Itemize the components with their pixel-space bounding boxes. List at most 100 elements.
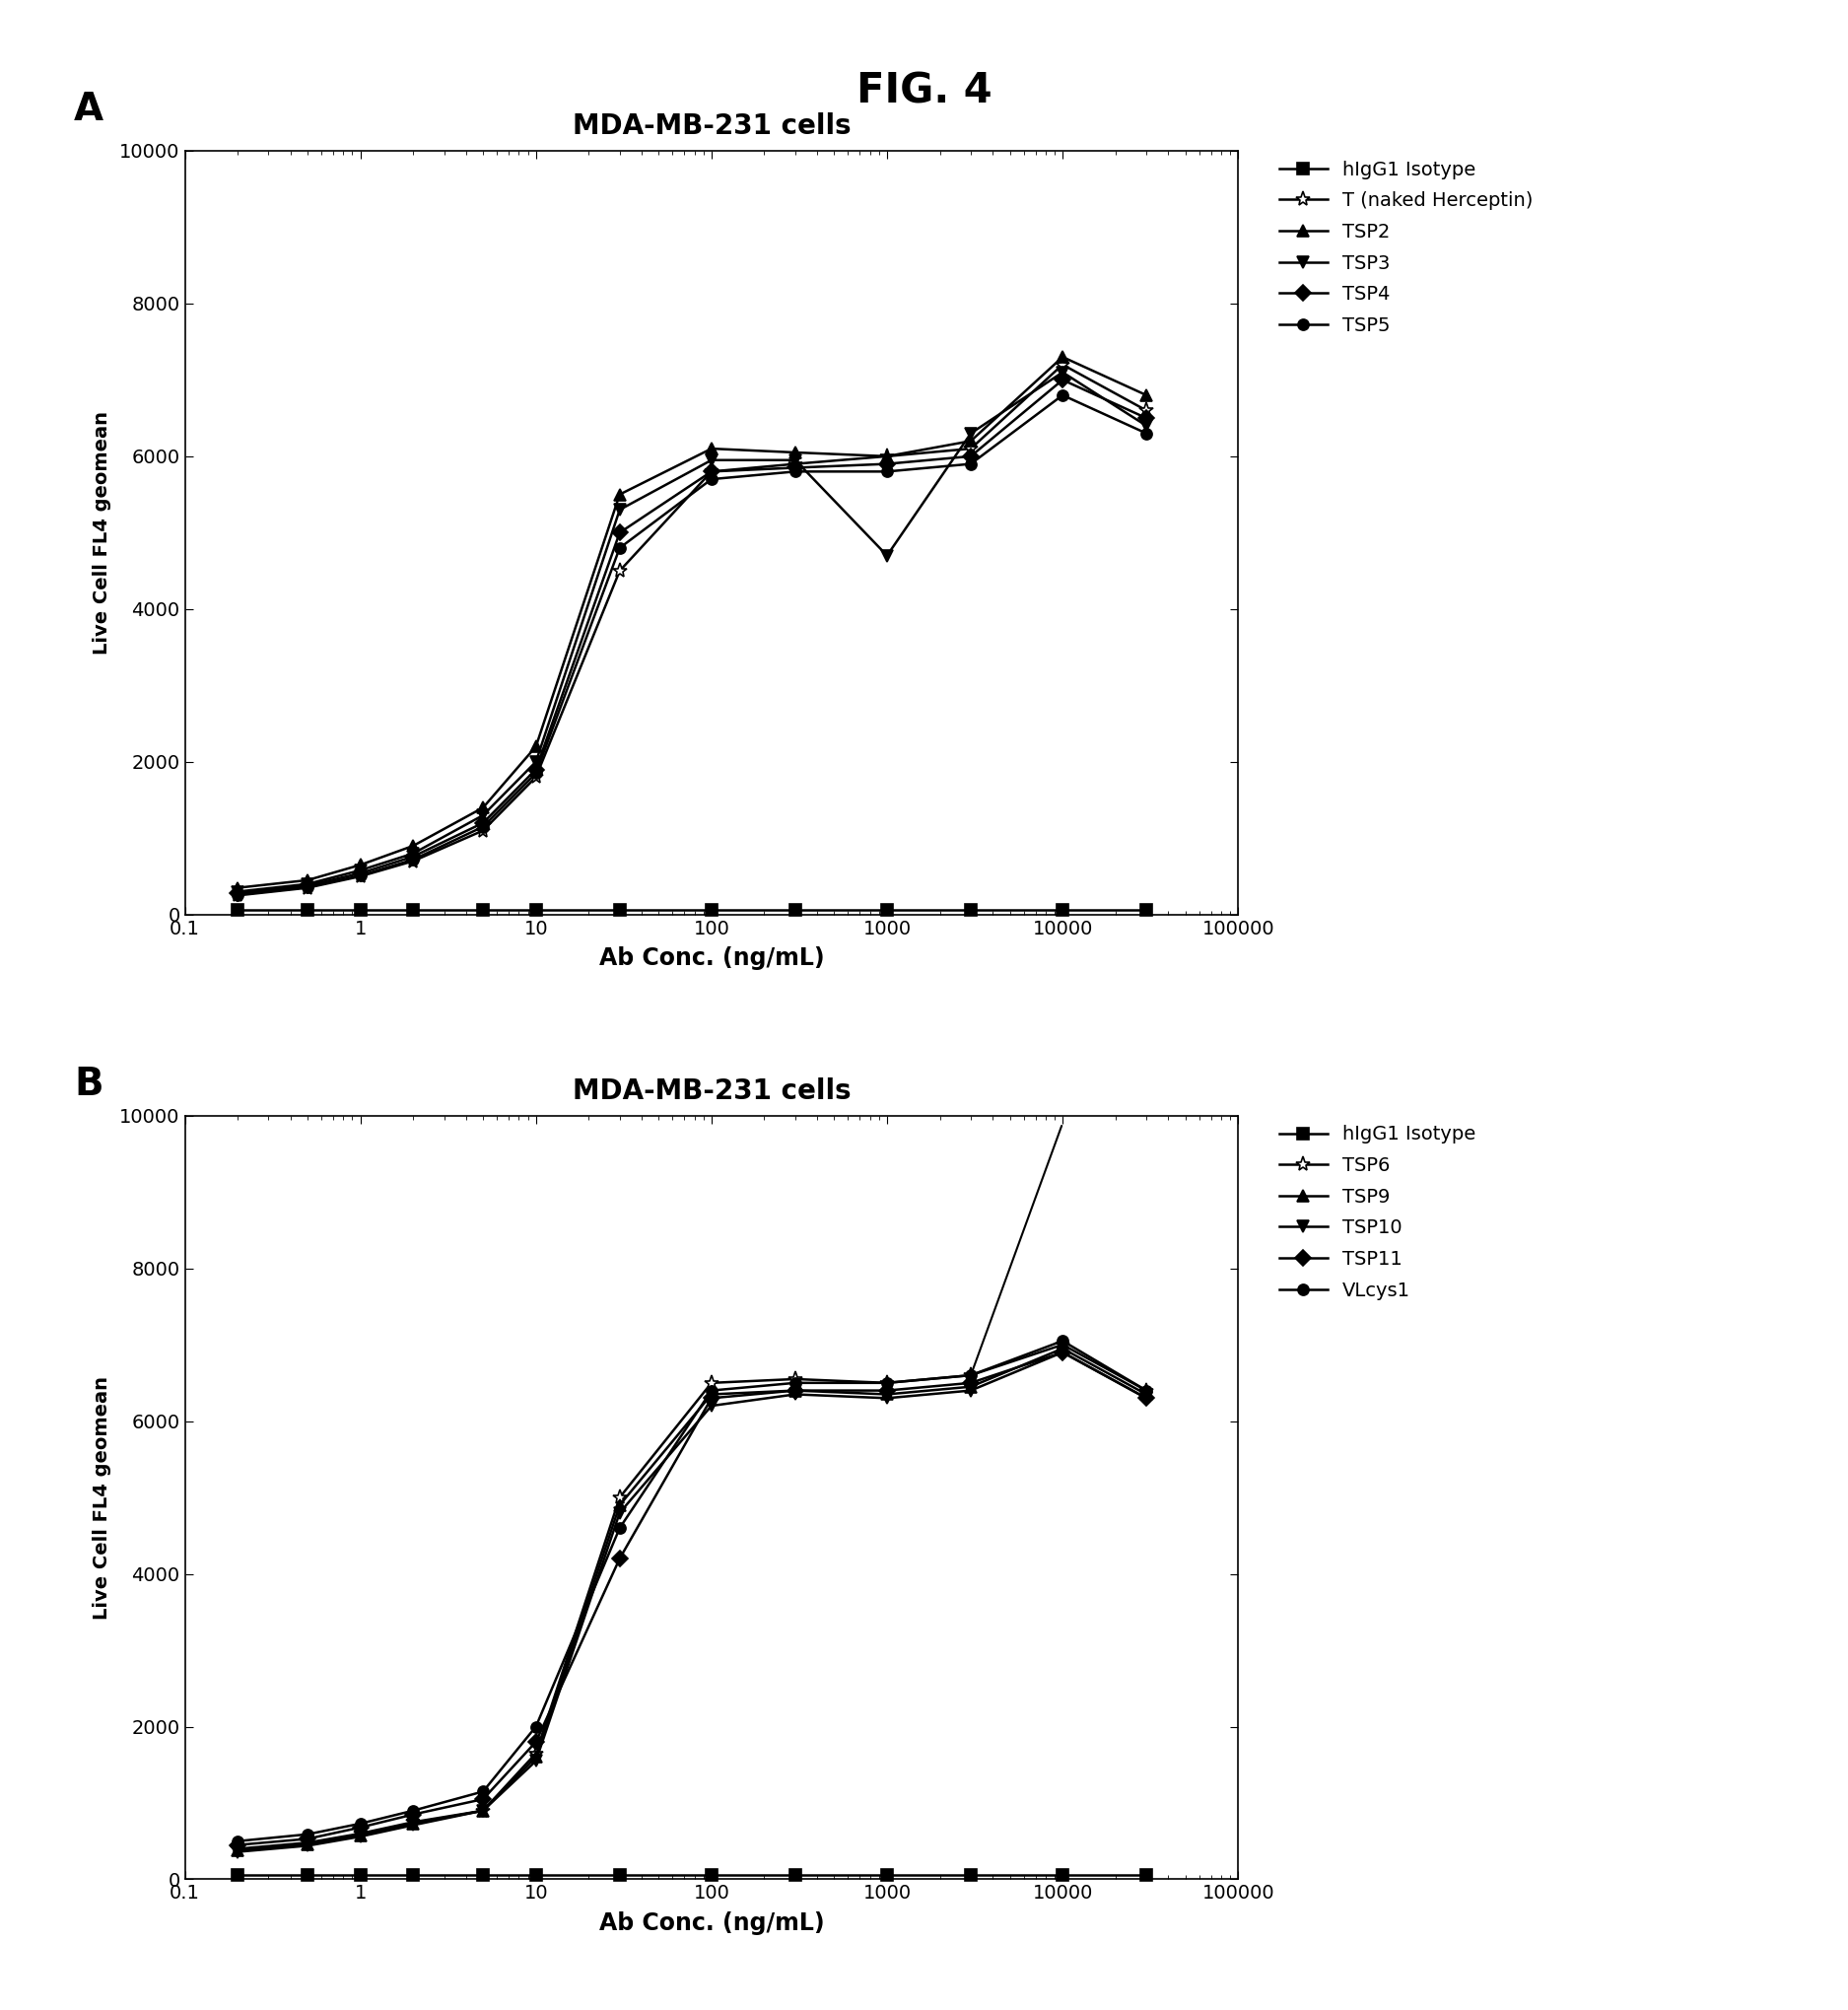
TSP6 <box>227 1837 249 1861</box>
TSP5 <box>227 882 249 907</box>
hIgG1 Isotype <box>784 1863 806 1887</box>
TSP11 <box>296 1827 318 1851</box>
TSP2 <box>403 834 425 858</box>
TSP4 <box>471 810 493 834</box>
VLcys1 <box>959 1363 981 1387</box>
TSP11 <box>1052 1341 1074 1365</box>
Text: FIG. 4: FIG. 4 <box>856 70 992 113</box>
Line: hIgG1 Isotype: hIgG1 Isotype <box>233 1869 1151 1879</box>
TSP10 <box>784 1383 806 1407</box>
TSP9 <box>1135 1383 1157 1407</box>
hIgG1 Isotype <box>1135 898 1157 923</box>
TSP6 <box>608 1485 630 1510</box>
TSP11 <box>959 1371 981 1395</box>
TSP11 <box>1135 1387 1157 1411</box>
TSP4 <box>1135 406 1157 430</box>
TSP10 <box>471 1799 493 1823</box>
TSP10 <box>349 1825 371 1849</box>
TSP4 <box>1052 368 1074 392</box>
Text: A: A <box>74 90 103 129</box>
TSP6 <box>784 1367 806 1391</box>
TSP10 <box>1052 1341 1074 1365</box>
VLcys1 <box>700 1379 723 1403</box>
TSP6 <box>349 1821 371 1845</box>
hIgG1 Isotype <box>296 1863 318 1887</box>
TSP4 <box>349 860 371 884</box>
TSP10 <box>296 1833 318 1857</box>
T (naked Herceptin) <box>1052 352 1074 376</box>
TSP6 <box>1052 1333 1074 1357</box>
TSP3 <box>1135 414 1157 438</box>
hIgG1 Isotype <box>959 898 981 923</box>
TSP10 <box>959 1379 981 1403</box>
Text: B: B <box>74 1065 103 1103</box>
hIgG1 Isotype <box>876 898 898 923</box>
TSP3 <box>525 750 547 774</box>
TSP9 <box>608 1493 630 1518</box>
Line: hIgG1 Isotype: hIgG1 Isotype <box>233 905 1151 915</box>
Line: VLcys1: VLcys1 <box>233 1335 1151 1847</box>
T (naked Herceptin) <box>876 444 898 468</box>
TSP4 <box>608 521 630 545</box>
TSP4 <box>227 880 249 905</box>
TSP4 <box>784 456 806 480</box>
TSP9 <box>876 1383 898 1407</box>
TSP4 <box>403 844 425 868</box>
T (naked Herceptin) <box>525 766 547 790</box>
TSP2 <box>876 444 898 468</box>
TSP9 <box>403 1811 425 1835</box>
TSP11 <box>227 1833 249 1857</box>
TSP2 <box>784 440 806 464</box>
Line: TSP2: TSP2 <box>233 352 1151 892</box>
T (naked Herceptin) <box>471 818 493 842</box>
T (naked Herceptin) <box>959 436 981 460</box>
hIgG1 Isotype <box>608 898 630 923</box>
hIgG1 Isotype <box>525 1863 547 1887</box>
Legend: hIgG1 Isotype, TSP6, TSP9, TSP10, TSP11, VLcys1: hIgG1 Isotype, TSP6, TSP9, TSP10, TSP11,… <box>1279 1126 1477 1300</box>
TSP3 <box>349 858 371 882</box>
T (naked Herceptin) <box>296 876 318 900</box>
hIgG1 Isotype <box>403 1863 425 1887</box>
hIgG1 Isotype <box>296 898 318 923</box>
Line: TSP6: TSP6 <box>231 1337 1153 1857</box>
Title: MDA-MB-231 cells: MDA-MB-231 cells <box>573 1077 850 1106</box>
VLcys1 <box>403 1799 425 1823</box>
TSP5 <box>700 466 723 490</box>
TSP3 <box>471 804 493 828</box>
TSP11 <box>876 1379 898 1403</box>
hIgG1 Isotype <box>700 1863 723 1887</box>
T (naked Herceptin) <box>1135 398 1157 422</box>
T (naked Herceptin) <box>784 452 806 476</box>
TSP4 <box>876 452 898 476</box>
TSP5 <box>349 864 371 888</box>
TSP5 <box>1135 422 1157 446</box>
hIgG1 Isotype <box>349 898 371 923</box>
Y-axis label: Live Cell FL4 geomean: Live Cell FL4 geomean <box>92 410 111 655</box>
TSP10 <box>525 1749 547 1773</box>
Legend: hIgG1 Isotype, T (naked Herceptin), TSP2, TSP3, TSP4, TSP5: hIgG1 Isotype, T (naked Herceptin), TSP2… <box>1279 161 1534 336</box>
TSP10 <box>876 1387 898 1411</box>
TSP5 <box>1052 384 1074 408</box>
T (naked Herceptin) <box>349 864 371 888</box>
TSP3 <box>784 448 806 472</box>
TSP5 <box>296 874 318 898</box>
TSP2 <box>227 876 249 900</box>
TSP4 <box>959 444 981 468</box>
X-axis label: Ab Conc. (ng/mL): Ab Conc. (ng/mL) <box>599 947 824 971</box>
T (naked Herceptin) <box>608 559 630 583</box>
VLcys1 <box>471 1779 493 1803</box>
TSP4 <box>700 460 723 484</box>
VLcys1 <box>784 1371 806 1395</box>
TSP6 <box>876 1371 898 1395</box>
hIgG1 Isotype <box>876 1863 898 1887</box>
TSP2 <box>700 436 723 460</box>
VLcys1 <box>876 1371 898 1395</box>
TSP9 <box>525 1745 547 1769</box>
hIgG1 Isotype <box>700 898 723 923</box>
Line: TSP4: TSP4 <box>233 374 1151 898</box>
TSP10 <box>608 1501 630 1526</box>
TSP4 <box>525 758 547 782</box>
TSP10 <box>403 1813 425 1837</box>
TSP10 <box>1135 1387 1157 1411</box>
TSP3 <box>959 422 981 446</box>
